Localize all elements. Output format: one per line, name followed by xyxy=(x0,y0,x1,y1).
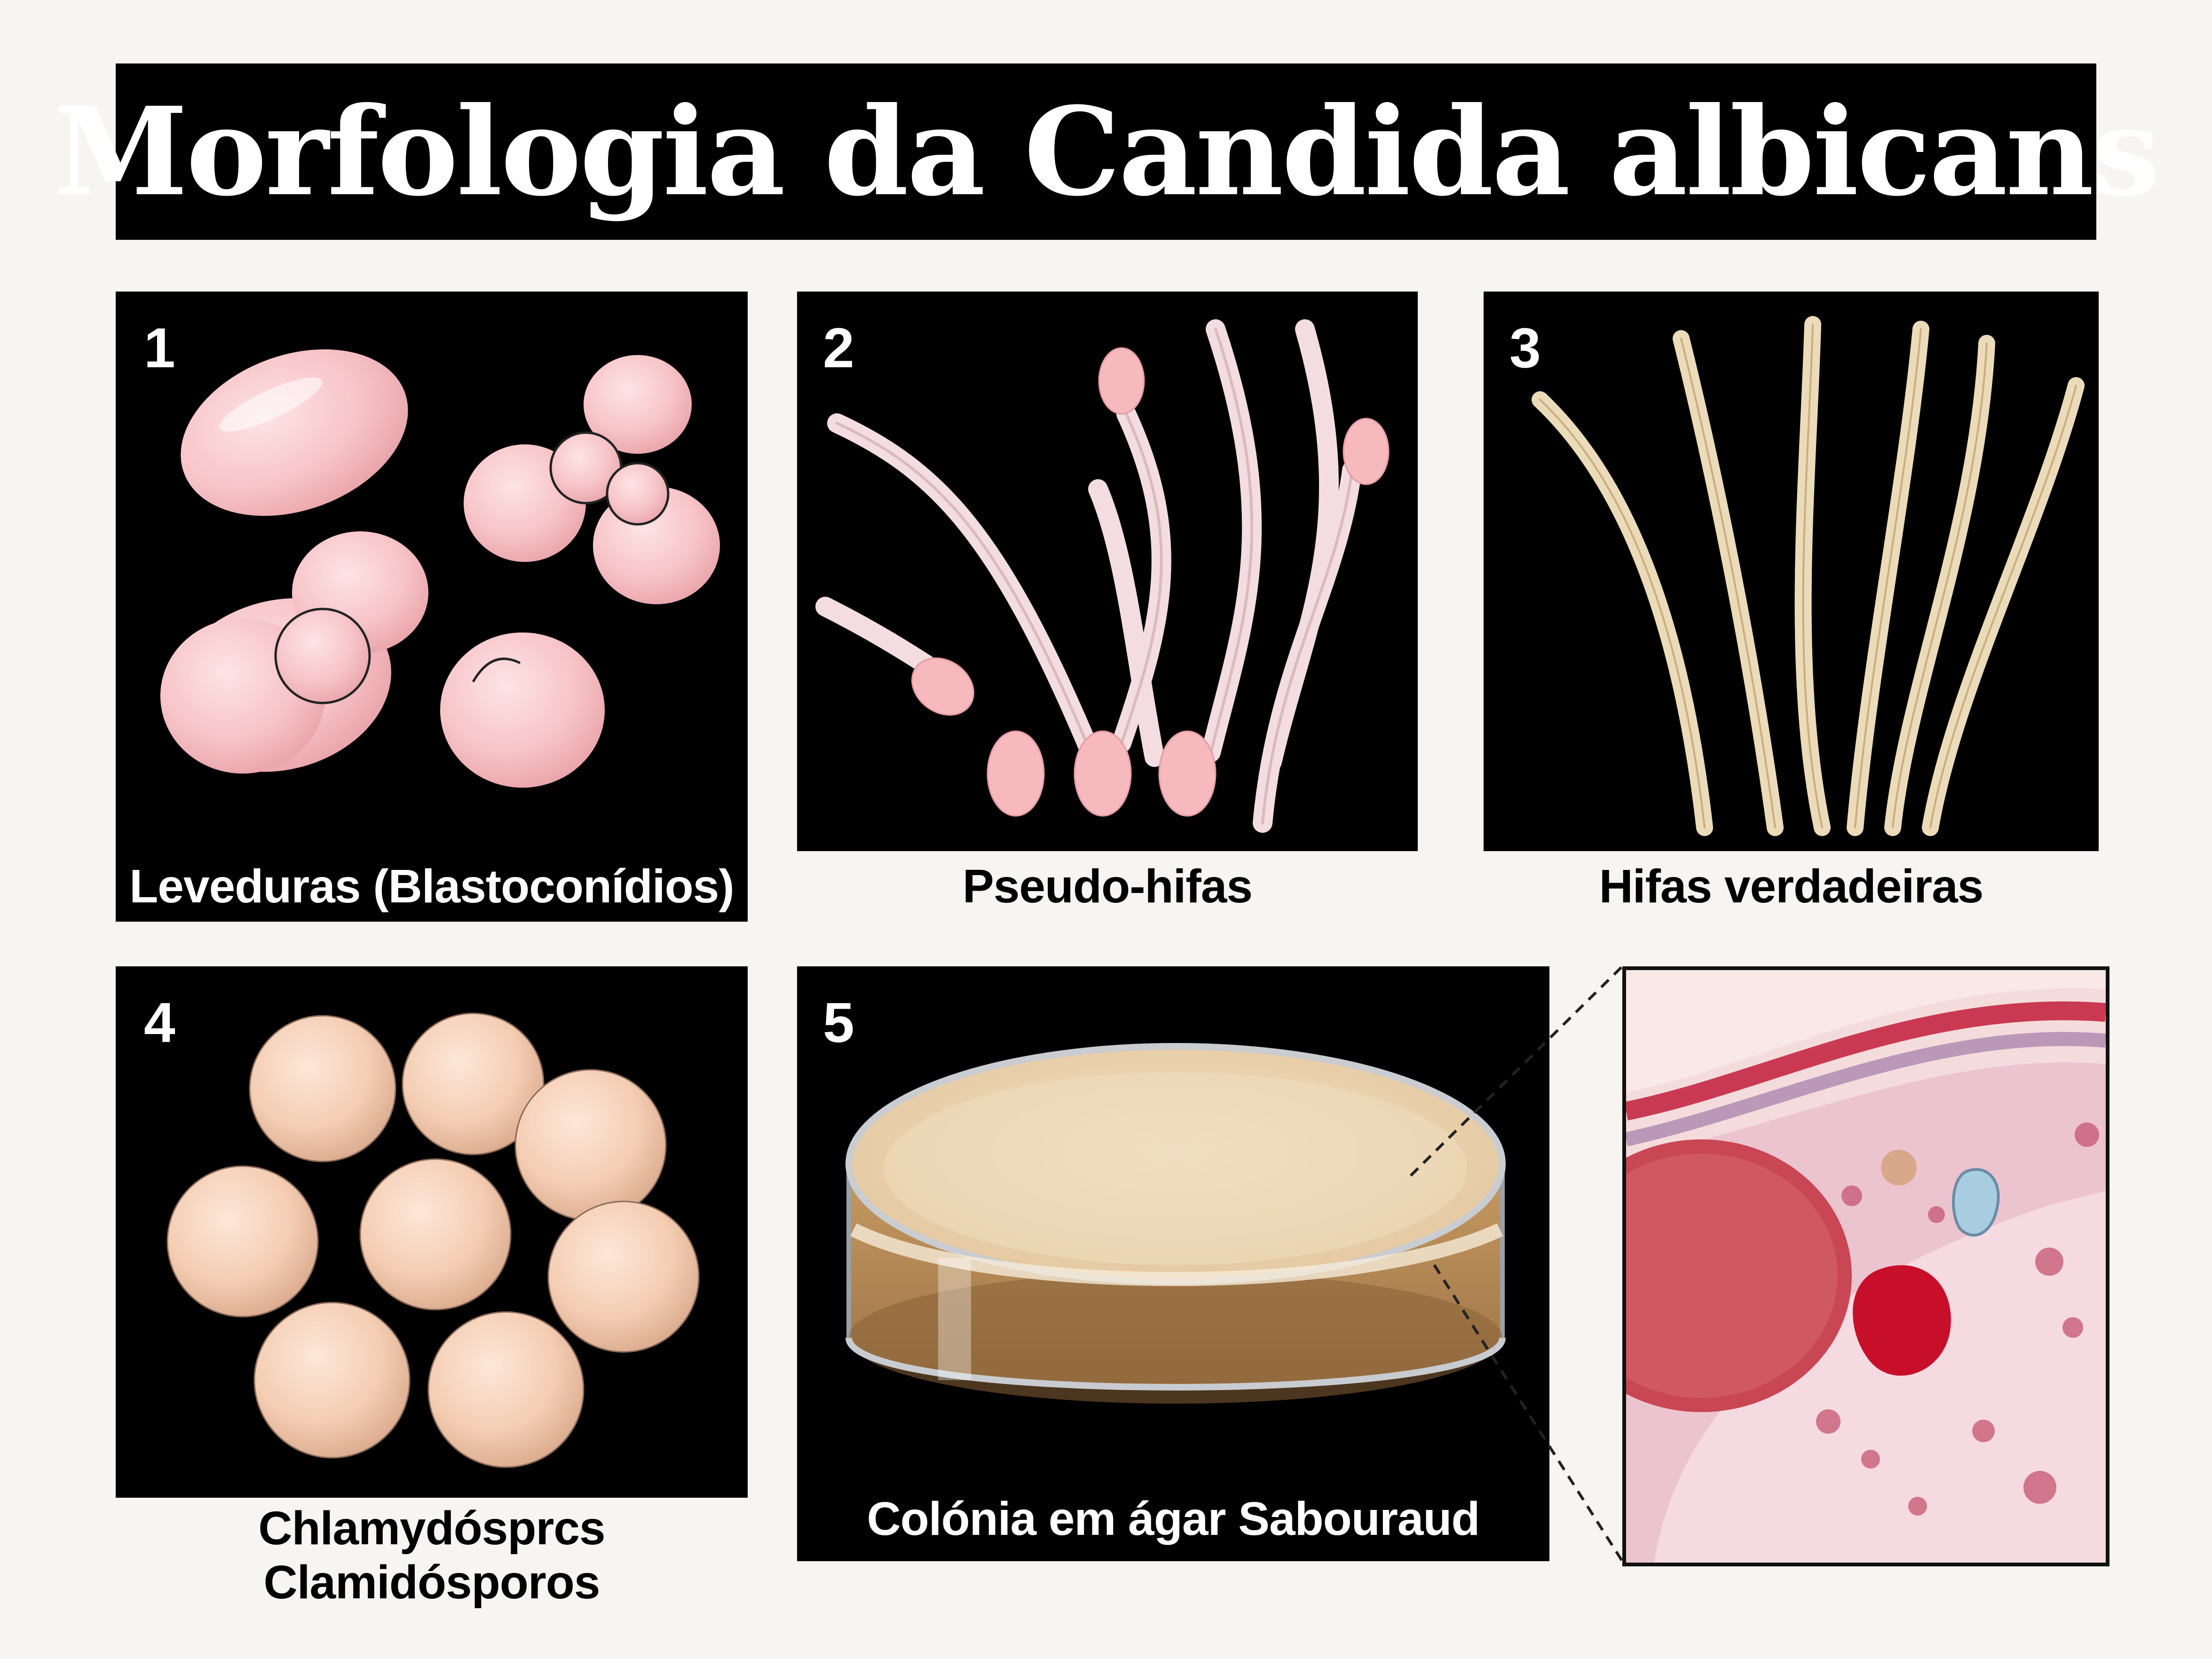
panel-label-chlamydospores-line1: Chlamydósprcs xyxy=(258,1502,605,1555)
panel-label-pseudohyphae: Pseudo-hifas xyxy=(963,860,1253,913)
petri-dish-illustration xyxy=(845,1043,1506,1404)
pseudohypha-cell xyxy=(1158,730,1217,817)
title-bar: Morfologia da Candida albicans xyxy=(54,63,2160,240)
pseudohypha-cell xyxy=(1098,347,1145,415)
chlamydospore xyxy=(402,1012,545,1155)
chlamydospore xyxy=(514,1069,667,1221)
chlamydospore xyxy=(547,1201,700,1353)
pseudohypha-cell xyxy=(911,657,974,716)
panel-label: Leveduras (Blastoconídios) xyxy=(129,860,734,913)
budding-pair xyxy=(160,531,428,774)
pseudohypha-cell xyxy=(1343,418,1390,485)
pseudohyphae-illustration xyxy=(815,319,1390,833)
panel-true-hyphae: 3 xyxy=(1484,292,2099,851)
panel-number: 2 xyxy=(823,316,854,379)
panel-chlamydospores: 4 xyxy=(116,966,748,1498)
tissue-section-illustration xyxy=(1626,970,2106,1563)
panel-number: 3 xyxy=(1509,316,1541,379)
yeast-cells-illustration xyxy=(160,349,720,788)
panel-label: Colónia em ágar Sabouraud xyxy=(867,1493,1480,1545)
panel-pseudohyphae: 2 xyxy=(797,292,1418,851)
yeast-cell xyxy=(181,349,408,516)
budding-cluster xyxy=(464,355,720,604)
tissue-zoom-inset xyxy=(1622,966,2109,1566)
panel-label-true-hyphae: Hifas verdadeiras xyxy=(1599,860,1984,913)
pseudohypha-cell xyxy=(987,730,1045,817)
panel-colony: 5 Colónia em ágar Sabouraud xyxy=(797,966,1549,1561)
pseudohypha-cell xyxy=(1074,730,1132,817)
true-hyphae-illustration xyxy=(1532,316,2085,836)
panel-number: 4 xyxy=(144,991,175,1054)
page-title: Morfologia da Candida albicans xyxy=(53,80,2160,223)
chlamydospore xyxy=(166,1165,319,1318)
panel-label-chlamydospores-line2: Clamidósporos xyxy=(263,1556,600,1609)
chlamydospore xyxy=(249,1015,396,1162)
chlamydospore xyxy=(359,1158,512,1311)
chlamydospores-illustration xyxy=(166,1012,700,1468)
chlamydospore xyxy=(427,1311,585,1468)
yeast-cell-bud xyxy=(440,632,605,788)
panel-yeasts: 1 Leveduras (Blastoconídios) xyxy=(116,292,748,922)
panel-number: 1 xyxy=(144,316,175,379)
chlamydospore xyxy=(253,1302,411,1459)
panel-number: 5 xyxy=(823,991,854,1054)
